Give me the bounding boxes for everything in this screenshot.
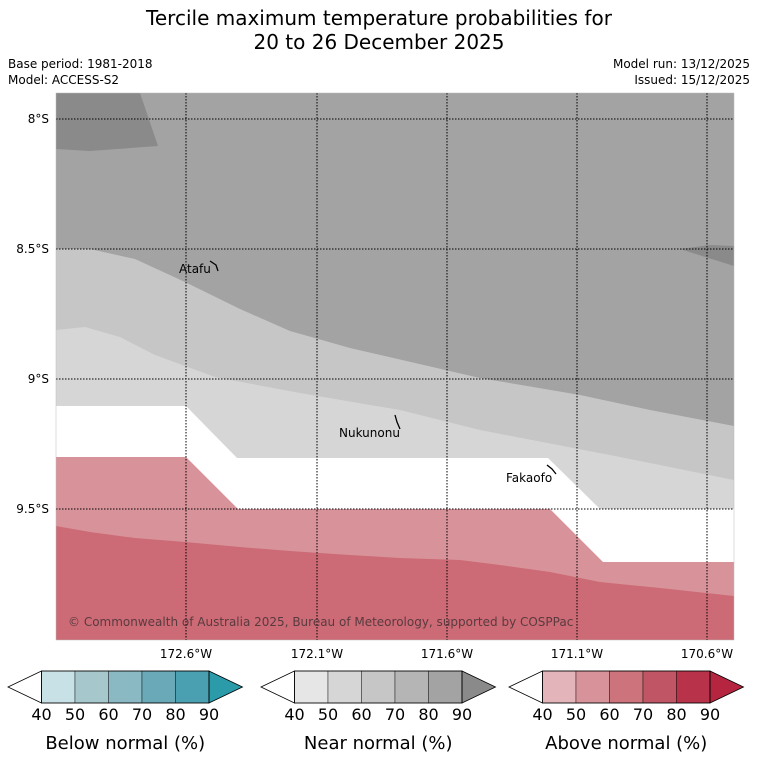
- near-normal-colorbar-swatch: [327, 670, 362, 704]
- atoll-outlines: [209, 260, 557, 475]
- below-normal-tick-label: 80: [165, 705, 185, 724]
- place-label-atafu: Atafu: [179, 262, 211, 276]
- place-label-nukunonu: Nukunonu: [339, 426, 400, 440]
- below-normal-tick-label: 90: [199, 705, 219, 724]
- below-normal-colorbar-outline: [41, 670, 210, 704]
- atafu-outline: [209, 260, 219, 272]
- meta-right: Model run: 13/12/2025 Issued: 15/12/2025: [613, 56, 750, 88]
- near-normal-colorbar-swatch: [361, 670, 396, 704]
- above-normal-tick-label: 70: [633, 705, 653, 724]
- above-normal-tick-label: 40: [532, 705, 552, 724]
- lon-label: 171.6°W: [421, 647, 473, 661]
- near-normal-colorbar-swatch: [294, 670, 329, 704]
- near-normal-tick-label: 80: [418, 705, 438, 724]
- above-normal-colorbar-swatch: [676, 670, 711, 704]
- below-normal-colorbar: 40 50 60 70 80 90 Below normal (%): [7, 670, 244, 754]
- probability-fields: [56, 93, 734, 640]
- below-normal-tick-label: 50: [65, 705, 85, 724]
- lon-label: 172.1°W: [291, 647, 343, 661]
- near-normal-tick-label: 40: [284, 705, 304, 724]
- above-normal-tick-label: 50: [566, 705, 586, 724]
- issued-date: Issued: 15/12/2025: [634, 73, 750, 87]
- lon-label: 172.6°W: [160, 647, 212, 661]
- below-normal-colorbar-swatch: [74, 670, 109, 704]
- below-normal-tick-label: 40: [31, 705, 51, 724]
- place-label-fakaofo: Fakaofo: [506, 471, 552, 485]
- title-line-2: 20 to 26 December 2025: [253, 30, 505, 54]
- fakaofo-outline: [546, 464, 557, 475]
- lon-label: 171.1°W: [551, 647, 603, 661]
- below-normal-tick-label: 60: [98, 705, 118, 724]
- below-normal-colorbar-label: Below normal (%): [45, 733, 205, 754]
- below-normal-colorbar-swatch: [41, 670, 76, 704]
- near-normal-lower-extend: [260, 670, 295, 704]
- near-normal-tick-label: 70: [385, 705, 405, 724]
- title-line-1: Tercile maximum temperature probabilitie…: [146, 6, 612, 30]
- near-normal-colorbar-label: Near normal (%): [304, 733, 453, 754]
- colorbar-legends: 40 50 60 70 80 90 Below normal (%) 40 50 60 70 80 90…: [7, 670, 745, 754]
- below-normal-tick-label: 70: [132, 705, 152, 724]
- nukunonu-outline: [394, 414, 401, 430]
- lat-label: 9.5°S: [16, 502, 49, 516]
- above-normal-tick-label: 80: [666, 705, 686, 724]
- near-normal-colorbar: 40 50 60 70 80 90 Near normal (%): [260, 670, 497, 754]
- map-frame: [55, 92, 735, 641]
- chart-title: Tercile maximum temperature probabilitie…: [0, 6, 758, 54]
- near-normal-tick-label: 60: [351, 705, 371, 724]
- above-normal-colorbar-label: Above normal (%): [545, 733, 707, 754]
- meta-left: Base period: 1981-2018 Model: ACCESS-S2: [8, 56, 153, 88]
- model-run: Model run: 13/12/2025: [612, 57, 750, 71]
- near-normal-colorbar-outline: [294, 670, 463, 704]
- copyright-notice: © Commonwealth of Australia 2025, Bureau…: [68, 615, 573, 629]
- near-normal-tick-label: 50: [318, 705, 338, 724]
- above-normal-upper-extend: [709, 670, 745, 704]
- above-normal-colorbar-swatch: [609, 670, 644, 704]
- near-normal-colorbar-swatch: [394, 670, 429, 704]
- model-name: Model: ACCESS-S2: [8, 73, 120, 87]
- above-normal-colorbar-swatch: [642, 670, 677, 704]
- below-normal-colorbar-swatch: [175, 670, 210, 704]
- lon-label: 170.6°W: [681, 647, 733, 661]
- above-normal-colorbar: 40 50 60 70 80 90 Above normal (%): [508, 670, 745, 754]
- below-normal-colorbar-swatch: [108, 670, 143, 704]
- lat-label: 9°S: [28, 372, 49, 386]
- above-normal-tick-label: 90: [700, 705, 720, 724]
- near-normal-colorbar-swatch: [428, 670, 463, 704]
- near-normal-tick-label: 90: [452, 705, 472, 724]
- above-normal-colorbar-swatch: [575, 670, 610, 704]
- above-normal-colorbar-swatch: [542, 670, 577, 704]
- above-normal-60-region: [56, 526, 734, 640]
- above-normal-lower-extend: [508, 670, 543, 704]
- near-normal-70-region-nw: [56, 93, 158, 151]
- lat-label: 8.5°S: [16, 242, 49, 256]
- below-normal-colorbar-swatch: [141, 670, 176, 704]
- lat-label: 8°S: [28, 112, 49, 126]
- below-normal-upper-extend: [208, 670, 244, 704]
- below-normal-lower-extend: [7, 670, 42, 704]
- near-normal-upper-extend: [461, 670, 497, 704]
- above-normal-colorbar-outline: [542, 670, 711, 704]
- base-period: Base period: 1981-2018: [8, 57, 153, 71]
- above-normal-tick-label: 60: [599, 705, 619, 724]
- gridlines: [56, 93, 734, 640]
